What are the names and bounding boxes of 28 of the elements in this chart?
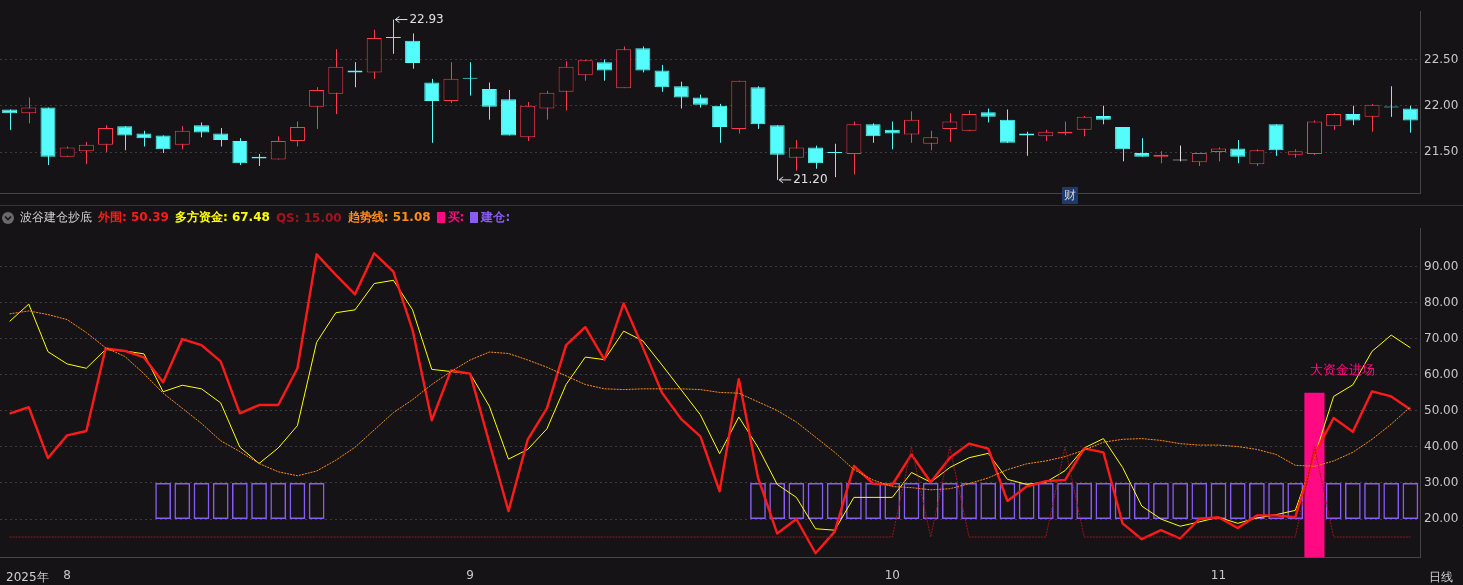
legend-label: 建仓: xyxy=(481,209,511,226)
annotation: 22.93 xyxy=(409,11,444,26)
y-tick-label: 70.00 xyxy=(1424,330,1459,345)
y-tick-label: 22.50 xyxy=(1424,51,1459,66)
annotation: 大资金进场 xyxy=(1310,362,1376,378)
y-tick-label: 50.00 xyxy=(1424,402,1459,417)
y-tick-label: 60.00 xyxy=(1424,366,1459,381)
x-tick-label: 10 xyxy=(884,567,900,582)
legend-label: 买: xyxy=(447,209,465,226)
x-tick-label: 8 xyxy=(63,567,71,582)
text: 趋势线: 51.08 xyxy=(347,209,431,226)
text: 日线 xyxy=(1429,569,1453,585)
x-tick-label: 11 xyxy=(1210,567,1227,582)
y-tick-label: 80.00 xyxy=(1424,294,1459,309)
annotation: 21.20 xyxy=(793,172,828,187)
y-tick-label: 22.00 xyxy=(1424,97,1459,112)
text: 外围: 50.39 xyxy=(98,209,169,226)
text: 多方资金: 67.48 xyxy=(174,209,270,226)
y-tick-label: 21.50 xyxy=(1424,144,1459,159)
annotation: 财 xyxy=(1062,187,1078,204)
y-tick-label: 40.00 xyxy=(1424,439,1459,454)
text: QS: 15.00 xyxy=(275,210,342,225)
text: 2025年 xyxy=(6,569,49,585)
y-tick-label: 30.00 xyxy=(1424,475,1459,490)
x-tick-label: 9 xyxy=(466,567,474,582)
y-tick-label: 90.00 xyxy=(1424,258,1459,273)
y-tick-label: 20.00 xyxy=(1424,511,1459,526)
chart-title: 波谷建仓抄底 xyxy=(20,209,92,226)
